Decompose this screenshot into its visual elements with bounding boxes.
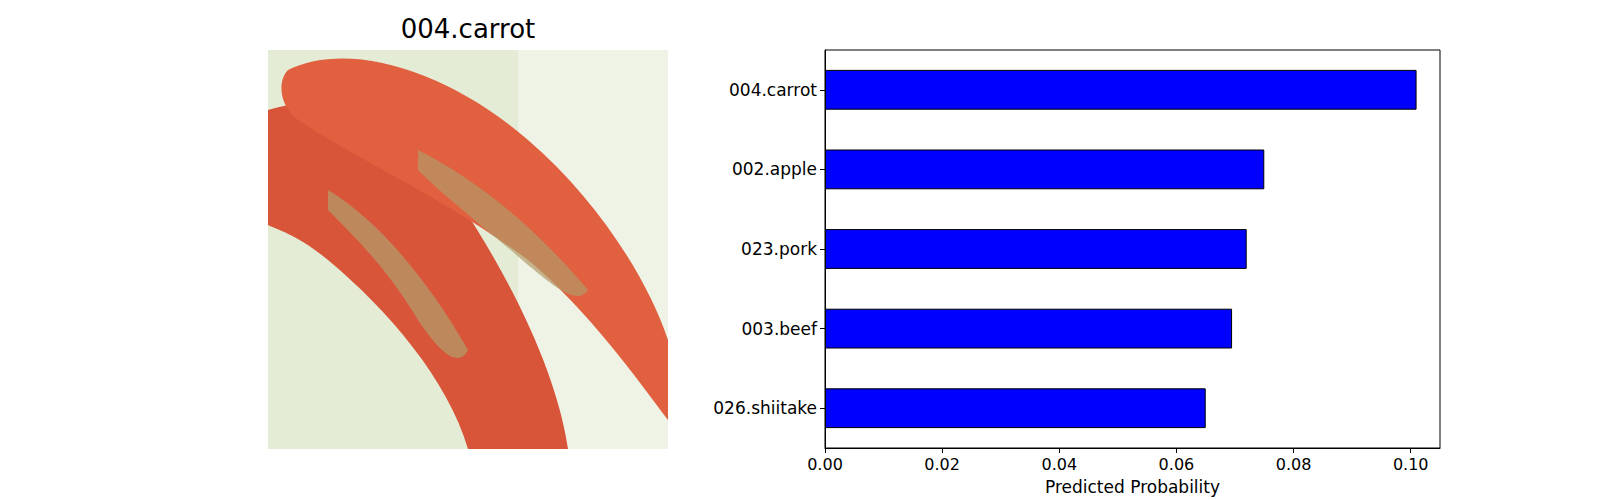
svg-text:023.pork: 023.pork	[741, 239, 817, 259]
svg-text:0.10: 0.10	[1393, 455, 1429, 474]
svg-text:0.06: 0.06	[1159, 455, 1195, 474]
html-text:004.carrot: 004.carrot	[400, 14, 536, 44]
svg-text:0.08: 0.08	[1276, 455, 1312, 474]
svg-text:004.carrot: 004.carrot	[729, 80, 817, 100]
svg-text:0.00: 0.00	[807, 455, 843, 474]
svg-text:003.beef: 003.beef	[741, 319, 818, 339]
svg-text:0.02: 0.02	[924, 455, 960, 474]
svg-text:0.04: 0.04	[1041, 455, 1077, 474]
svg-text:002.apple: 002.apple	[732, 159, 817, 179]
svg-text:026.shiitake: 026.shiitake	[713, 398, 817, 418]
svg-text:Predicted Probability: Predicted Probability	[1045, 477, 1220, 497]
